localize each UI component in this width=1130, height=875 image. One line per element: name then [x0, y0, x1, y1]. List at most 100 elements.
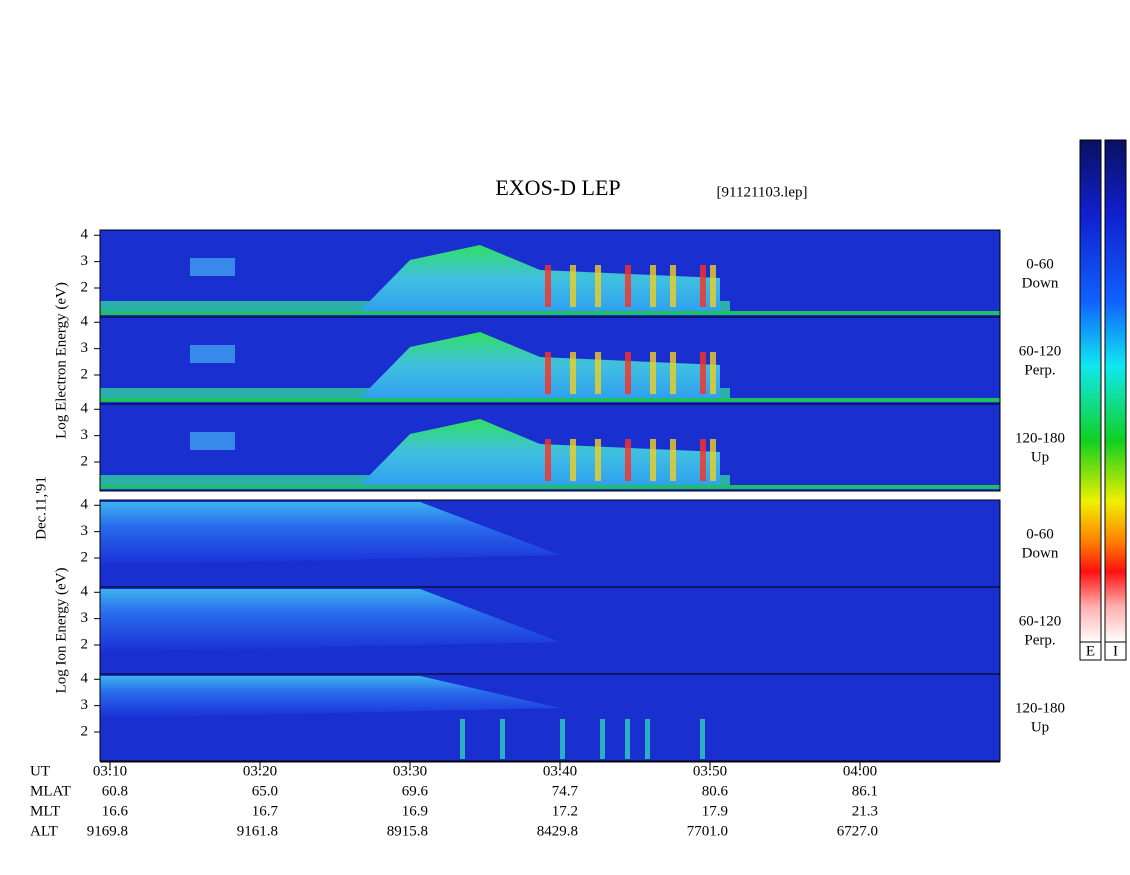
streak: [710, 265, 716, 307]
row-value: 21.3: [852, 803, 878, 819]
panel-label: 0-60: [1026, 256, 1054, 272]
panel-label: 60-120: [1019, 613, 1062, 629]
row-value: 80.6: [702, 783, 729, 799]
colorbar-label: E: [1086, 643, 1095, 659]
y-tick-label: 3: [81, 340, 89, 356]
patch: [190, 345, 235, 363]
panel-label: 120-180: [1015, 430, 1065, 446]
row-value: 8429.8: [537, 823, 578, 839]
low-band: [100, 398, 1000, 402]
streak: [625, 439, 631, 481]
x-tick-label: 03:50: [693, 763, 727, 779]
x-tick-label: 04:00: [843, 763, 877, 779]
streak: [670, 439, 676, 481]
title: EXOS-D LEP: [495, 175, 620, 200]
colorbar: [1104, 139, 1127, 643]
panel-frame: [99, 403, 1001, 492]
y-tick-label: 3: [81, 253, 89, 269]
panel-frame: [99, 673, 1001, 762]
low-band: [100, 311, 1000, 315]
y-axis-label: Log Ion Energy (eV): [53, 568, 69, 694]
row-value: 17.2: [552, 803, 578, 819]
y-tick-label: 4: [81, 584, 89, 600]
y-tick-label: 4: [81, 497, 89, 513]
colorbar-box: [1104, 641, 1127, 661]
streak: [460, 719, 465, 759]
row-value: 16.9: [402, 803, 428, 819]
y-tick-label: 2: [81, 366, 89, 382]
streak: [645, 719, 650, 759]
panel-label: Perp.: [1024, 632, 1055, 648]
streak: [545, 439, 551, 481]
y-tick-label: 2: [81, 636, 89, 652]
colorbar: [1079, 139, 1102, 643]
y-tick-label: 4: [81, 314, 89, 330]
streak: [625, 719, 630, 759]
streak: [560, 719, 565, 759]
row-value: 60.8: [102, 783, 128, 799]
streak: [700, 439, 706, 481]
y-tick-label: 2: [81, 723, 89, 739]
row-value: 9161.8: [237, 823, 278, 839]
streak: [710, 439, 716, 481]
panel-label: 60-120: [1019, 343, 1062, 359]
streak: [570, 265, 576, 307]
streak: [700, 719, 705, 759]
x-tick-label: 03:30: [393, 763, 427, 779]
row-value: 69.6: [402, 783, 429, 799]
row-value: 74.7: [552, 783, 579, 799]
row-value: 86.1: [852, 783, 878, 799]
streak: [700, 352, 706, 394]
patch: [190, 258, 235, 276]
date-label: Dec.11,'91: [33, 476, 49, 540]
row-value: 17.9: [702, 803, 728, 819]
streak: [500, 719, 505, 759]
panel-label: Perp.: [1024, 362, 1055, 378]
file-label: [91121103.lep]: [717, 184, 808, 200]
streak: [545, 265, 551, 307]
row-value: 16.7: [252, 803, 279, 819]
ion-band: [100, 502, 560, 565]
streak: [595, 352, 601, 394]
row-value: 65.0: [252, 783, 278, 799]
patch: [190, 432, 235, 450]
panel-label: Up: [1031, 449, 1049, 465]
row-value: 9169.8: [87, 823, 128, 839]
row-value: 7701.0: [687, 823, 728, 839]
y-tick-label: 3: [81, 697, 89, 713]
streak: [545, 352, 551, 394]
row-name: MLT: [30, 803, 60, 819]
streak: [650, 439, 656, 481]
row-name: UT: [30, 763, 50, 779]
y-tick-label: 2: [81, 453, 89, 469]
streak: [700, 265, 706, 307]
y-tick-label: 4: [81, 227, 89, 243]
low-band: [100, 485, 1000, 489]
streak: [595, 265, 601, 307]
row-value: 6727.0: [837, 823, 878, 839]
streak: [600, 719, 605, 759]
y-tick-label: 4: [81, 671, 89, 687]
panel-label: 120-180: [1015, 700, 1065, 716]
row-value: 8915.8: [387, 823, 428, 839]
y-tick-label: 3: [81, 523, 89, 539]
y-tick-label: 4: [81, 401, 89, 417]
streak: [670, 265, 676, 307]
streak: [710, 352, 716, 394]
panel-label: Down: [1022, 545, 1059, 561]
y-tick-label: 3: [81, 427, 89, 443]
y-tick-label: 2: [81, 549, 89, 565]
panel-label: Down: [1022, 275, 1059, 291]
streak: [625, 352, 631, 394]
x-tick-label: 03:20: [243, 763, 277, 779]
y-axis-label: Log Electron Energy (eV): [53, 282, 69, 439]
streak: [650, 265, 656, 307]
streak: [650, 352, 656, 394]
y-tick-label: 2: [81, 279, 89, 295]
x-tick-label: 03:10: [93, 763, 127, 779]
streak: [595, 439, 601, 481]
row-name: ALT: [30, 823, 58, 839]
streak: [570, 439, 576, 481]
